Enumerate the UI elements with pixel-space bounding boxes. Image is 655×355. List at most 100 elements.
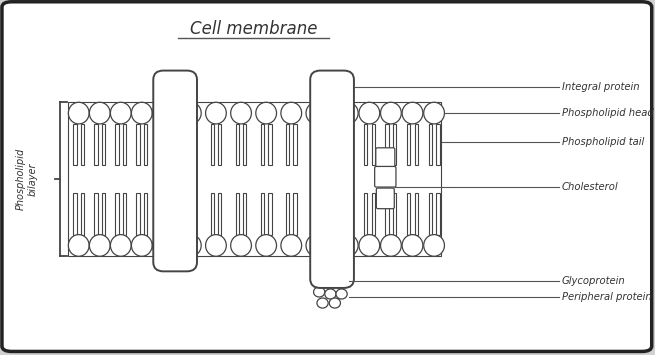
Ellipse shape xyxy=(402,235,423,256)
FancyBboxPatch shape xyxy=(310,71,354,288)
Ellipse shape xyxy=(132,102,152,124)
Ellipse shape xyxy=(231,102,252,124)
Bar xyxy=(73,193,77,235)
Ellipse shape xyxy=(206,102,227,124)
Ellipse shape xyxy=(132,235,152,256)
Ellipse shape xyxy=(111,235,131,256)
Bar xyxy=(343,124,346,165)
Bar xyxy=(243,124,246,165)
Ellipse shape xyxy=(181,235,201,256)
Bar xyxy=(350,193,353,235)
Bar xyxy=(165,193,168,235)
Bar xyxy=(157,124,160,165)
Ellipse shape xyxy=(153,235,173,256)
Bar xyxy=(218,124,221,165)
Bar xyxy=(261,124,264,165)
Bar xyxy=(386,124,388,165)
Ellipse shape xyxy=(68,235,89,256)
Bar xyxy=(193,193,196,235)
Ellipse shape xyxy=(337,235,358,256)
Bar xyxy=(286,124,289,165)
Bar xyxy=(81,193,84,235)
Bar xyxy=(428,124,432,165)
Ellipse shape xyxy=(256,102,276,124)
Ellipse shape xyxy=(181,102,201,124)
Bar xyxy=(415,124,418,165)
Ellipse shape xyxy=(306,235,327,256)
FancyBboxPatch shape xyxy=(377,188,394,209)
Bar xyxy=(218,193,221,235)
Bar xyxy=(144,124,147,165)
Bar xyxy=(343,193,346,235)
Ellipse shape xyxy=(68,102,89,124)
Ellipse shape xyxy=(359,102,380,124)
Text: Glycoprotein: Glycoprotein xyxy=(562,277,626,286)
Bar xyxy=(350,124,353,165)
Bar xyxy=(407,124,410,165)
Ellipse shape xyxy=(424,235,445,256)
Bar xyxy=(81,124,84,165)
Bar xyxy=(318,124,322,165)
Bar xyxy=(115,193,119,235)
Ellipse shape xyxy=(381,235,402,256)
Circle shape xyxy=(317,298,328,308)
Bar xyxy=(136,193,140,235)
Circle shape xyxy=(325,289,336,299)
Ellipse shape xyxy=(424,102,445,124)
Bar xyxy=(94,193,98,235)
Ellipse shape xyxy=(306,102,327,124)
Bar xyxy=(115,124,119,165)
Text: Peripheral protein: Peripheral protein xyxy=(562,291,652,301)
Bar xyxy=(136,124,140,165)
Bar xyxy=(210,193,214,235)
Bar xyxy=(393,193,396,235)
Ellipse shape xyxy=(206,235,227,256)
Bar xyxy=(311,193,314,235)
Bar xyxy=(415,193,418,235)
Ellipse shape xyxy=(337,102,358,124)
Bar xyxy=(73,124,77,165)
Bar xyxy=(393,124,396,165)
Bar xyxy=(210,124,214,165)
Text: Cholesterol: Cholesterol xyxy=(562,182,618,192)
Bar xyxy=(165,124,168,165)
Ellipse shape xyxy=(402,102,423,124)
Ellipse shape xyxy=(153,102,173,124)
Bar xyxy=(407,193,410,235)
Circle shape xyxy=(336,289,347,299)
Text: Cell membrane: Cell membrane xyxy=(190,20,318,38)
Bar xyxy=(269,124,272,165)
Bar xyxy=(311,124,314,165)
FancyBboxPatch shape xyxy=(153,71,197,271)
Bar xyxy=(94,124,98,165)
Bar xyxy=(364,124,367,165)
Bar xyxy=(269,193,272,235)
Ellipse shape xyxy=(231,235,252,256)
Bar xyxy=(123,124,126,165)
Ellipse shape xyxy=(111,102,131,124)
Bar xyxy=(123,193,126,235)
Circle shape xyxy=(329,298,341,308)
Ellipse shape xyxy=(281,235,302,256)
Bar xyxy=(193,124,196,165)
Bar xyxy=(144,193,147,235)
Circle shape xyxy=(314,287,325,297)
Bar xyxy=(236,193,239,235)
Ellipse shape xyxy=(381,102,402,124)
Bar xyxy=(185,124,189,165)
Bar xyxy=(371,124,375,165)
Bar xyxy=(102,124,105,165)
Text: Phospholipid
bilayer: Phospholipid bilayer xyxy=(16,148,37,211)
Bar xyxy=(185,193,189,235)
Ellipse shape xyxy=(89,102,110,124)
Ellipse shape xyxy=(256,235,276,256)
Ellipse shape xyxy=(281,102,302,124)
Bar xyxy=(293,124,297,165)
Bar xyxy=(286,193,289,235)
FancyBboxPatch shape xyxy=(375,166,396,187)
Bar xyxy=(364,193,367,235)
Text: Phospholipid head: Phospholipid head xyxy=(562,108,654,118)
Bar xyxy=(436,193,440,235)
Bar xyxy=(243,193,246,235)
Bar xyxy=(67,102,441,256)
